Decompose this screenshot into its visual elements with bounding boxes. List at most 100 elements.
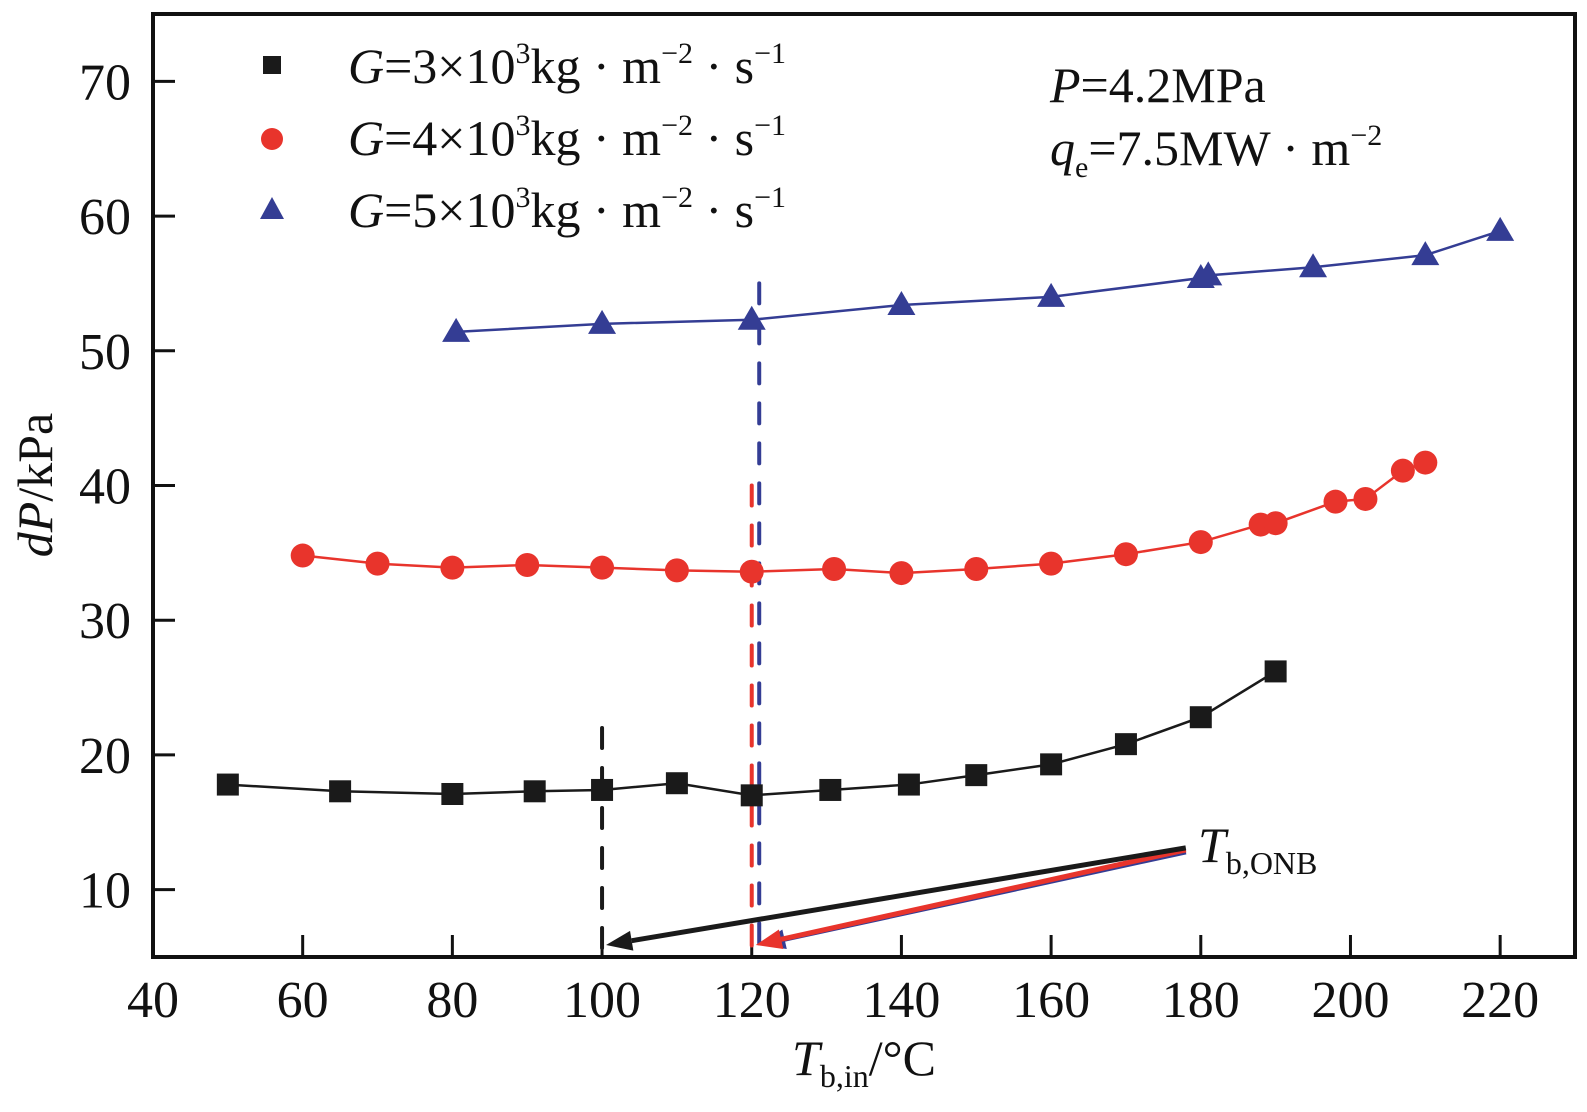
legend-label-exp3: −1 [754, 37, 786, 70]
x-axis-title-unit: /°C [869, 1030, 936, 1086]
data-point-circle [1263, 511, 1288, 536]
data-point-triangle [1486, 216, 1515, 241]
legend-label-u2: · s [693, 38, 754, 94]
onb-arrow-shaft [631, 845, 1187, 944]
legend-label-exp2: −2 [661, 181, 693, 214]
x-tick-label: 160 [1012, 972, 1090, 1029]
onb-label: Tb,ONB [1198, 817, 1317, 881]
x-tick-label: 40 [127, 972, 179, 1029]
heat-flux-annotation: qe=7.5MW · m−2 [1050, 119, 1382, 184]
data-point-square [740, 784, 763, 807]
legend-label: G=3×103kg · m−2 · s−1 [348, 37, 786, 94]
data-point-circle [889, 561, 914, 586]
x-tick-label: 180 [1162, 972, 1240, 1029]
legend-label-exp2: −2 [661, 37, 693, 70]
heat-flux-sub: e [1075, 151, 1088, 184]
legend-label-G: G [348, 38, 384, 94]
data-point-square [1189, 706, 1212, 729]
data-point-circle [1353, 486, 1378, 511]
x-tick-label: 80 [426, 972, 478, 1029]
data-point-circle [822, 557, 847, 582]
legend-marker-circle [261, 128, 283, 150]
data-point-circle [590, 555, 615, 580]
y-tick-label: 60 [79, 189, 131, 246]
y-axis-title-unit: /kPa [7, 413, 63, 502]
data-point-circle [1039, 551, 1064, 576]
legend-label-exp: 3 [516, 181, 531, 214]
data-point-square [1264, 660, 1287, 683]
x-tick-label: 220 [1461, 972, 1539, 1029]
data-point-triangle [887, 290, 916, 315]
data-point-square [523, 780, 546, 803]
data-point-square [329, 780, 352, 803]
onb-label-sub: b,ONB [1226, 845, 1318, 881]
legend-label-u1: kg · m [531, 38, 662, 94]
x-axis-title-sub: b,in [820, 1058, 869, 1094]
legend-label-u1: kg · m [531, 182, 662, 238]
x-axis-title: Tb,in/°C [792, 1030, 936, 1094]
data-point-circle [964, 557, 989, 582]
onb-arrow-head [755, 929, 784, 950]
legend-label-mid: =3×10 [384, 38, 515, 94]
legend-label-exp3: −1 [754, 181, 786, 214]
heat-flux-symbol: q [1050, 120, 1075, 176]
x-tick-label: 100 [563, 972, 641, 1029]
y-tick-label: 50 [79, 324, 131, 381]
data-point-triangle [737, 305, 766, 330]
data-point-circle [664, 558, 689, 583]
pressure-value: =4.2MPa [1081, 57, 1266, 113]
data-point-circle [1413, 450, 1438, 475]
data-point-triangle [1299, 253, 1328, 278]
onb-label-main: T [1198, 817, 1229, 873]
legend-label-exp3: −1 [754, 109, 786, 142]
data-point-square [216, 773, 239, 796]
data-point-circle [1188, 530, 1213, 555]
onb-arrows [606, 845, 1187, 951]
data-point-triangle [442, 317, 471, 342]
data-point-circle [1323, 489, 1348, 514]
data-point-circle [440, 555, 465, 580]
data-point-triangle [1411, 241, 1440, 266]
x-tick-label: 60 [277, 972, 329, 1029]
heat-flux-exp: −2 [1350, 119, 1382, 152]
legend-label: G=5×103kg · m−2 · s−1 [348, 181, 786, 238]
data-point-triangle [588, 309, 617, 334]
x-tick-label: 140 [862, 972, 940, 1029]
legend-label-G: G [348, 110, 384, 166]
legend: G=3×103kg · m−2 · s−1G=4×103kg · m−2 · s… [260, 37, 786, 238]
y-tick-label: 40 [79, 459, 131, 516]
data-point-circle [515, 552, 540, 577]
legend-label-mid: =4×10 [384, 110, 515, 166]
data-point-square [591, 778, 614, 801]
legend-label: G=4×103kg · m−2 · s−1 [348, 109, 786, 166]
series-line [227, 670, 1277, 797]
data-point-square [1114, 733, 1137, 756]
data-point-square [665, 772, 688, 795]
onb-arrow-shaft [780, 847, 1187, 942]
x-tick-label: 120 [713, 972, 791, 1029]
y-tick-label: 10 [79, 863, 131, 920]
legend-marker-square [263, 56, 281, 74]
data-point-square [897, 773, 920, 796]
legend-label-u1: kg · m [531, 110, 662, 166]
x-axis-title-main: T [792, 1030, 823, 1086]
data-point-circle [739, 559, 764, 584]
series-lines [227, 229, 1501, 797]
y-tick-label: 30 [79, 593, 131, 650]
legend-label-exp: 3 [516, 109, 531, 142]
legend-label-mid: =5×10 [384, 182, 515, 238]
y-axis-title: dP/kPa [7, 413, 63, 557]
data-point-square [441, 782, 464, 805]
pressure-symbol: P [1049, 57, 1081, 113]
series-line [456, 229, 1501, 334]
pressure-annotation: P=4.2MPa [1049, 57, 1266, 113]
legend-marker-triangle [260, 197, 284, 219]
onb-lines [600, 281, 762, 955]
y-axis-title-main: dP [7, 502, 63, 558]
legend-label-exp: 3 [516, 37, 531, 70]
y-tick-label: 20 [79, 728, 131, 785]
legend-label-exp2: −2 [661, 109, 693, 142]
legend-label-G: G [348, 182, 384, 238]
data-point-square [965, 764, 988, 787]
